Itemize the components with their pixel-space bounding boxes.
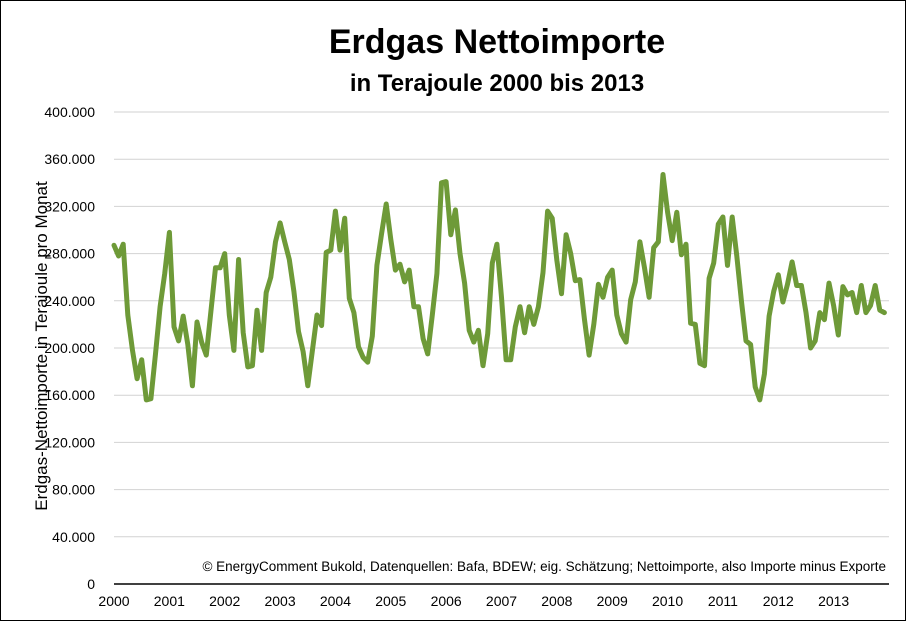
x-tick-label: 2012 <box>763 593 794 609</box>
series-line <box>111 172 887 403</box>
x-tick-label: 2004 <box>320 593 351 609</box>
y-tick-label: 40.000 <box>52 529 95 545</box>
x-tick-label: 2002 <box>209 593 240 609</box>
x-tick-label: 2007 <box>486 593 517 609</box>
y-axis-ticks: 0 40.000 80.000 120.000 160.000 200.000 240.00… <box>44 104 95 592</box>
y-tick-label: 160.000 <box>44 387 95 403</box>
x-tick-label: 2011 <box>708 593 738 609</box>
y-tick-label: 80.000 <box>52 482 95 498</box>
source-annotation: © EnergyComment Bukold, Datenquellen: Ba… <box>202 559 886 574</box>
y-tick-label: 240.000 <box>44 293 95 309</box>
x-tick-label: 2006 <box>431 593 462 609</box>
y-tick-label: 280.000 <box>44 246 95 262</box>
x-tick-label: 2013 <box>818 593 849 609</box>
x-tick-label: 2005 <box>375 593 406 609</box>
chart-title: Erdgas Nettoimporte <box>329 23 665 61</box>
x-tick-label: 2003 <box>264 593 295 609</box>
x-tick-label: 2001 <box>154 593 185 609</box>
y-tick-label: 120.000 <box>44 434 95 450</box>
y-tick-label: 0 <box>87 576 95 592</box>
y-tick-label: 320.000 <box>44 198 95 214</box>
series-layer <box>111 172 887 403</box>
y-tick-label: 200.000 <box>44 340 95 356</box>
x-tick-label: 2010 <box>652 593 683 609</box>
x-tick-label: 2000 <box>98 593 129 609</box>
chart-subtitle: in Terajoule 2000 bis 2013 <box>350 70 644 97</box>
x-tick-label: 2009 <box>597 593 628 609</box>
x-axis-ticks: 2000 2001 2002 2003 2004 2005 2006 2007 2008 2009… <box>98 593 849 609</box>
y-tick-label: 360.000 <box>44 151 95 167</box>
x-tick-label: 2008 <box>541 593 572 609</box>
y-axis-label: Erdgas-Nettoimporte in Terajoule pro Mon… <box>32 181 51 511</box>
y-tick-label: 400.000 <box>44 104 95 120</box>
